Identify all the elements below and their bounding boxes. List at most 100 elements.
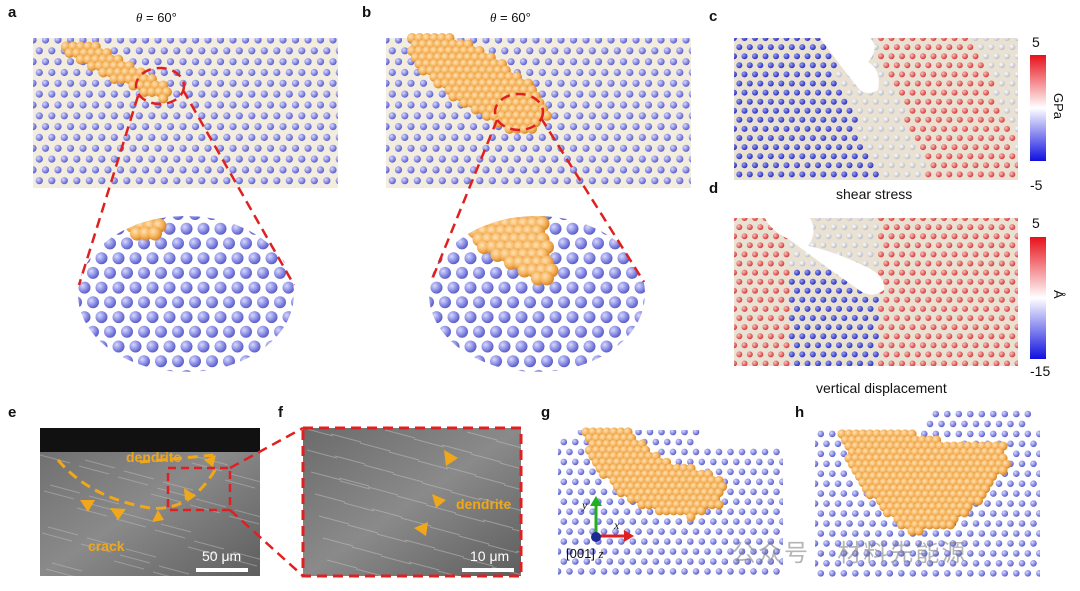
atom [825, 107, 832, 114]
atom [652, 518, 660, 525]
atom [138, 296, 150, 309]
atom [778, 242, 785, 249]
atom [956, 98, 963, 105]
atom [335, 177, 338, 185]
atom [464, 252, 477, 265]
atom [904, 242, 911, 249]
atom [851, 135, 858, 141]
atom [279, 101, 287, 109]
atom [930, 269, 937, 276]
zoom-line-a-right [181, 89, 296, 286]
sem-texture-line [338, 477, 370, 487]
atom [778, 351, 785, 358]
atom [419, 101, 428, 109]
atom [983, 89, 989, 96]
atom [736, 171, 743, 178]
atom [1014, 53, 1018, 60]
atom [566, 369, 579, 372]
atom [904, 98, 911, 105]
atom [430, 222, 443, 235]
atom [817, 430, 825, 438]
sem-texture-line [47, 526, 79, 536]
atom [575, 385, 587, 397]
atom [632, 58, 640, 66]
atom [279, 79, 287, 87]
sem-texture-line [115, 518, 147, 528]
atom [946, 80, 953, 87]
atom [60, 112, 68, 120]
atom [741, 287, 748, 294]
sem-texture-line [507, 506, 521, 511]
atom [990, 510, 997, 517]
atom [721, 518, 729, 525]
atom [617, 281, 630, 294]
atom [956, 278, 963, 285]
atom [1030, 580, 1037, 587]
atom [721, 458, 729, 466]
atom [823, 440, 830, 448]
atom [532, 144, 540, 152]
atom [736, 224, 743, 231]
crack-void-d [765, 218, 885, 295]
atom [112, 340, 125, 353]
atom [248, 47, 256, 55]
atom [893, 116, 900, 123]
atom [310, 112, 318, 120]
atom [329, 101, 337, 109]
atom [829, 490, 836, 497]
atom [893, 278, 900, 285]
atom [426, 177, 434, 185]
atom [291, 123, 300, 131]
atom [872, 62, 879, 69]
atom [298, 133, 306, 141]
metal-atom [686, 512, 696, 522]
atom [583, 498, 591, 506]
atom [663, 47, 671, 55]
atom [955, 430, 963, 438]
atom [967, 224, 974, 231]
metal-atom [448, 91, 459, 102]
atom [857, 89, 863, 96]
atom [651, 112, 659, 120]
atom [617, 311, 630, 324]
atom [789, 370, 795, 376]
atom [522, 187, 525, 188]
atom [752, 287, 758, 294]
atom [304, 144, 312, 152]
atom [273, 47, 281, 55]
atom [1036, 510, 1040, 517]
atom [888, 287, 895, 294]
atom [767, 98, 774, 105]
atom [323, 68, 331, 77]
atom [180, 281, 193, 294]
atom [757, 116, 764, 123]
atom [1018, 480, 1026, 488]
atom [736, 135, 743, 141]
atom [498, 340, 511, 353]
atom [920, 342, 926, 349]
atom [173, 90, 181, 98]
atom [438, 90, 446, 98]
atom [998, 98, 1005, 105]
atom [191, 144, 200, 152]
atom [788, 278, 795, 285]
atom [734, 287, 737, 294]
atom [846, 89, 853, 96]
atom [794, 107, 800, 114]
atom [951, 144, 958, 151]
atom [998, 135, 1005, 141]
atom [736, 98, 743, 105]
atom [941, 107, 947, 114]
atom [663, 177, 671, 185]
atom [998, 315, 1005, 321]
atom [121, 325, 133, 338]
atom [180, 222, 193, 235]
atom [444, 101, 453, 109]
atom [899, 218, 905, 221]
atom [638, 47, 646, 55]
atom [869, 560, 876, 567]
atom [809, 80, 816, 87]
atom [426, 133, 434, 141]
atom [993, 251, 1000, 258]
atom [214, 369, 227, 372]
